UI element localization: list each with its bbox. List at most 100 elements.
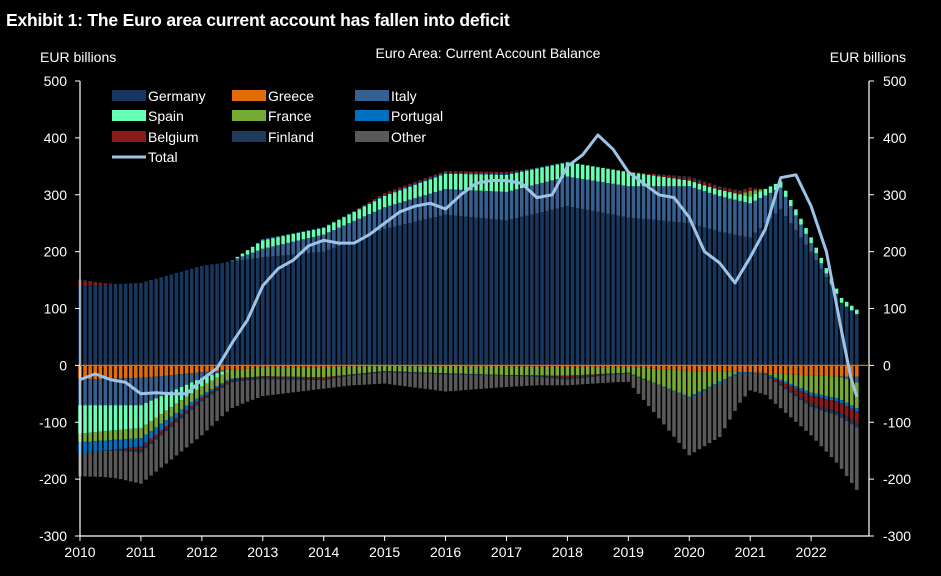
bar-segment: [291, 254, 296, 366]
bar-segment: [819, 263, 824, 269]
bar-segment: [200, 372, 204, 378]
bar-segment: [408, 373, 412, 387]
bar-segment: [83, 280, 87, 282]
bar-segment: [311, 378, 316, 380]
bar-segment: [154, 365, 158, 377]
bar-segment: [250, 377, 255, 380]
bar-segment: [855, 314, 859, 366]
bar-segment: [200, 265, 204, 366]
bar-segment: [631, 171, 636, 173]
bar-segment: [433, 217, 438, 366]
bar-segment: [525, 376, 529, 386]
x-tick-label: 2012: [186, 544, 217, 560]
bar-segment: [139, 449, 143, 453]
bar-segment: [144, 424, 148, 435]
bar-segment: [154, 417, 158, 428]
bar-segment: [565, 377, 570, 380]
legend-swatch: [355, 90, 389, 101]
bar-segment: [834, 415, 839, 463]
bar-segment: [291, 376, 296, 378]
bar-segment: [210, 380, 214, 389]
bar-segment: [794, 396, 798, 422]
bar-segment: [672, 178, 676, 187]
bar-segment: [585, 365, 590, 368]
bar-segment: [611, 214, 615, 366]
bar-segment: [428, 366, 433, 373]
bar-segment: [626, 365, 631, 368]
bar-segment: [362, 206, 367, 217]
bar-segment: [667, 389, 671, 431]
bar-segment: [570, 379, 575, 385]
bar-segment: [768, 373, 773, 376]
bar-segment: [443, 170, 448, 173]
bar-segment: [514, 366, 519, 376]
bar-segment: [134, 405, 138, 429]
bar-segment: [164, 275, 169, 366]
bar-segment: [276, 377, 280, 380]
bar-segment: [83, 405, 87, 434]
bar-segment: [174, 389, 179, 404]
bar-segment: [829, 413, 834, 458]
bar-segment: [159, 414, 164, 424]
bar-segment: [159, 430, 164, 433]
bar-segment: [123, 429, 128, 440]
bar-segment: [712, 185, 717, 189]
bar-segment: [398, 371, 402, 373]
bar-segment: [311, 379, 316, 390]
bar-segment: [535, 168, 539, 185]
bar-segment: [474, 190, 478, 218]
bar-segment: [189, 402, 194, 406]
bar-segment: [687, 186, 692, 224]
bar-segment: [657, 384, 661, 386]
bar-segment: [240, 369, 245, 378]
bar-segment: [464, 373, 468, 375]
bar-segment: [555, 365, 560, 367]
bar-segment: [651, 383, 656, 413]
bar-segment: [707, 371, 712, 387]
bar-segment: [641, 186, 646, 219]
y-tick-label-right: -300: [883, 528, 911, 544]
bar-segment: [230, 380, 235, 383]
bar-segment: [357, 374, 362, 385]
bar-segment: [499, 366, 504, 375]
legend-label: Total: [148, 149, 178, 165]
bar-segment: [585, 375, 590, 378]
bar-segment: [393, 366, 397, 372]
bar-segment: [113, 378, 118, 406]
bar-segment: [418, 196, 422, 221]
bar-segment: [93, 281, 97, 283]
bar-segment: [519, 169, 524, 171]
bar-segment: [504, 191, 509, 221]
bar-segment: [799, 388, 803, 391]
bar-segment: [570, 375, 575, 377]
bar-segment: [225, 381, 230, 383]
bar-segment: [773, 190, 778, 214]
bar-segment: [829, 285, 834, 366]
bar-segment: [525, 215, 529, 366]
bar-segment: [474, 171, 478, 174]
bar-segment: [555, 378, 560, 386]
bar-segment: [545, 365, 549, 367]
bar-segment: [677, 222, 681, 366]
legend-swatch: [355, 110, 389, 121]
bar-segment: [545, 210, 549, 366]
bar-segment: [205, 383, 209, 392]
bar-segment: [200, 365, 204, 373]
bar-segment: [103, 283, 108, 285]
bar-segment: [479, 366, 483, 375]
bar-segment: [154, 398, 158, 418]
bar-segment: [839, 417, 844, 469]
bar-segment: [418, 220, 422, 366]
bar-segment: [672, 186, 676, 222]
bar-segment: [545, 165, 549, 167]
bar-segment: [804, 365, 808, 376]
bar-segment: [667, 186, 671, 222]
bar-segment: [834, 376, 839, 399]
bar-segment: [403, 201, 407, 225]
bar-segment: [129, 378, 133, 406]
bar-segment: [687, 365, 692, 372]
bar-segment: [250, 252, 255, 259]
bar-segment: [763, 223, 768, 366]
bar-segment: [291, 233, 296, 242]
bar-segment: [667, 177, 671, 187]
